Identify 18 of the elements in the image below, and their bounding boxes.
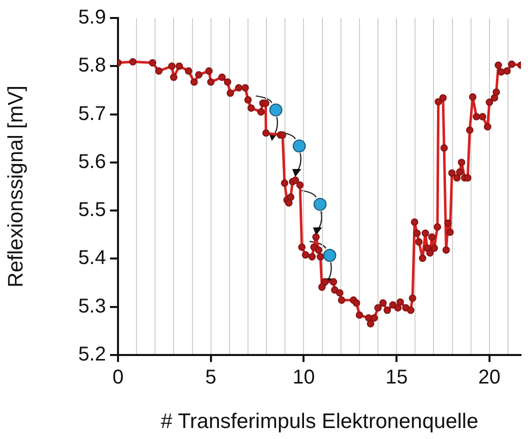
point — [314, 198, 327, 211]
y-axis-title: Reflexionssignal [mV] — [4, 86, 28, 288]
point — [323, 248, 336, 262]
x-tick-label: 10 — [292, 366, 315, 389]
x-tick-label: 5 — [205, 366, 216, 389]
y-tick-label: 5.6 — [78, 150, 106, 173]
y-tick-label: 5.8 — [78, 54, 106, 77]
y-tick-label: 5.5 — [78, 199, 106, 222]
x-tick-label: 0 — [112, 366, 124, 389]
x-tick-label: 15 — [385, 366, 408, 389]
y-tick-label: 5.3 — [78, 295, 106, 318]
x-tick-label: 20 — [478, 366, 501, 389]
x-axis-title: # Transferimpuls Elektronenquelle — [160, 410, 478, 434]
y-tick-label: 5.7 — [78, 102, 106, 125]
point — [269, 103, 282, 116]
y-tick-label: 5.4 — [78, 247, 106, 270]
y-tick-label: 5.9 — [78, 6, 106, 29]
y-tick-label: 5.2 — [78, 344, 106, 366]
